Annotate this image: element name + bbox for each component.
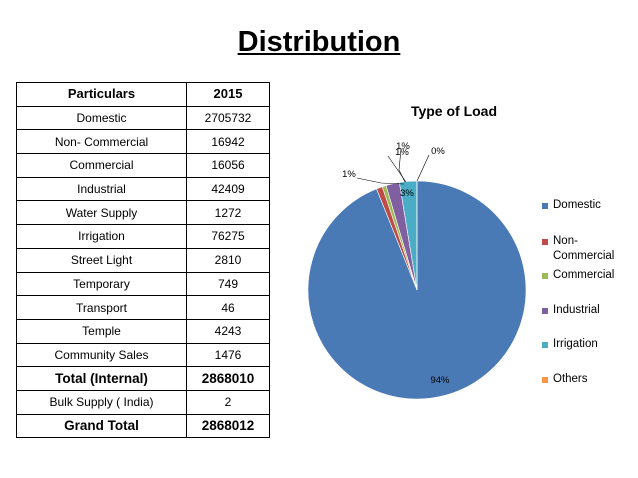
row-particular: Industrial xyxy=(16,176,187,202)
table-row: Community Sales 1476 xyxy=(16,342,270,368)
table-row: Commercial 16056 xyxy=(16,153,270,178)
data-label-non-commercial: 1% xyxy=(395,147,409,158)
row-particular: Grand Total xyxy=(16,413,187,439)
legend-label: Non- Commercial xyxy=(553,235,615,262)
legend-label: Industrial xyxy=(553,304,600,316)
legend-swatch xyxy=(542,377,548,383)
legend-swatch xyxy=(542,342,548,348)
legend-label: Irrigation xyxy=(553,338,598,350)
row-value: 42409 xyxy=(186,176,270,202)
leader-line-others xyxy=(416,154,430,182)
header-year: 2015 xyxy=(186,82,270,107)
data-label-others: 0% xyxy=(431,146,445,157)
header-particulars: Particulars xyxy=(16,82,187,107)
legend-swatch xyxy=(542,308,548,314)
row-value: 1476 xyxy=(186,342,270,368)
chart-title: Type of Load xyxy=(410,103,498,119)
row-value: 2868010 xyxy=(186,366,270,391)
table-row: Transport 46 xyxy=(16,295,270,320)
leader-line-commercial xyxy=(356,177,405,185)
table-row: Irrigation 76275 xyxy=(16,224,270,249)
row-particular: Transport xyxy=(16,295,187,320)
row-value: 16942 xyxy=(186,129,270,155)
row-value: 1272 xyxy=(186,200,270,226)
table-row: Industrial 42409 xyxy=(16,176,270,202)
legend-swatch xyxy=(542,203,548,209)
table-row: Total (Internal) 2868010 xyxy=(16,366,270,391)
row-particular: Domestic xyxy=(16,105,187,131)
leader-line-industrial xyxy=(398,148,406,183)
row-value: 2 xyxy=(186,389,270,415)
row-particular: Total (Internal) xyxy=(16,366,187,391)
row-particular: Commercial xyxy=(16,153,187,178)
legend-label: Others xyxy=(553,373,588,385)
table-row: Grand Total 2868012 xyxy=(16,413,270,439)
table-header-row: Particulars 2015 xyxy=(16,82,270,107)
legend-swatch xyxy=(542,239,548,245)
table-row: Temple 4243 xyxy=(16,318,270,344)
data-label-irrigation: 3% xyxy=(400,188,414,199)
data-label-industrial: 1% xyxy=(396,141,410,152)
row-particular: Irrigation xyxy=(16,224,187,249)
data-label-domestic: 94% xyxy=(430,375,450,386)
data-label-commercial: 1% xyxy=(342,169,356,180)
table-row: Non- Commercial 16942 xyxy=(16,129,270,155)
legend-swatch xyxy=(542,273,548,279)
row-particular: Community Sales xyxy=(16,342,187,368)
page-title: Distribution xyxy=(237,26,401,58)
legend-label: Commercial xyxy=(553,269,615,281)
row-particular: Temporary xyxy=(16,271,187,297)
table-row: Bulk Supply ( India) 2 xyxy=(16,389,270,415)
table-row: Water Supply 1272 xyxy=(16,200,270,226)
row-particular: Non- Commercial xyxy=(16,129,187,155)
table-row: Temporary 749 xyxy=(16,271,270,297)
row-value: 46 xyxy=(186,295,270,320)
row-value: 4243 xyxy=(186,318,270,344)
legend-label: Domestic xyxy=(553,199,601,211)
row-value: 749 xyxy=(186,271,270,297)
row-value: 2868012 xyxy=(186,413,270,439)
table-row: Street Light 2810 xyxy=(16,247,270,273)
row-particular: Bulk Supply ( India) xyxy=(16,389,187,415)
row-value: 2810 xyxy=(186,247,270,273)
distribution-table: Particulars 2015 Domestic 2705732 Non- Com… xyxy=(16,82,270,439)
